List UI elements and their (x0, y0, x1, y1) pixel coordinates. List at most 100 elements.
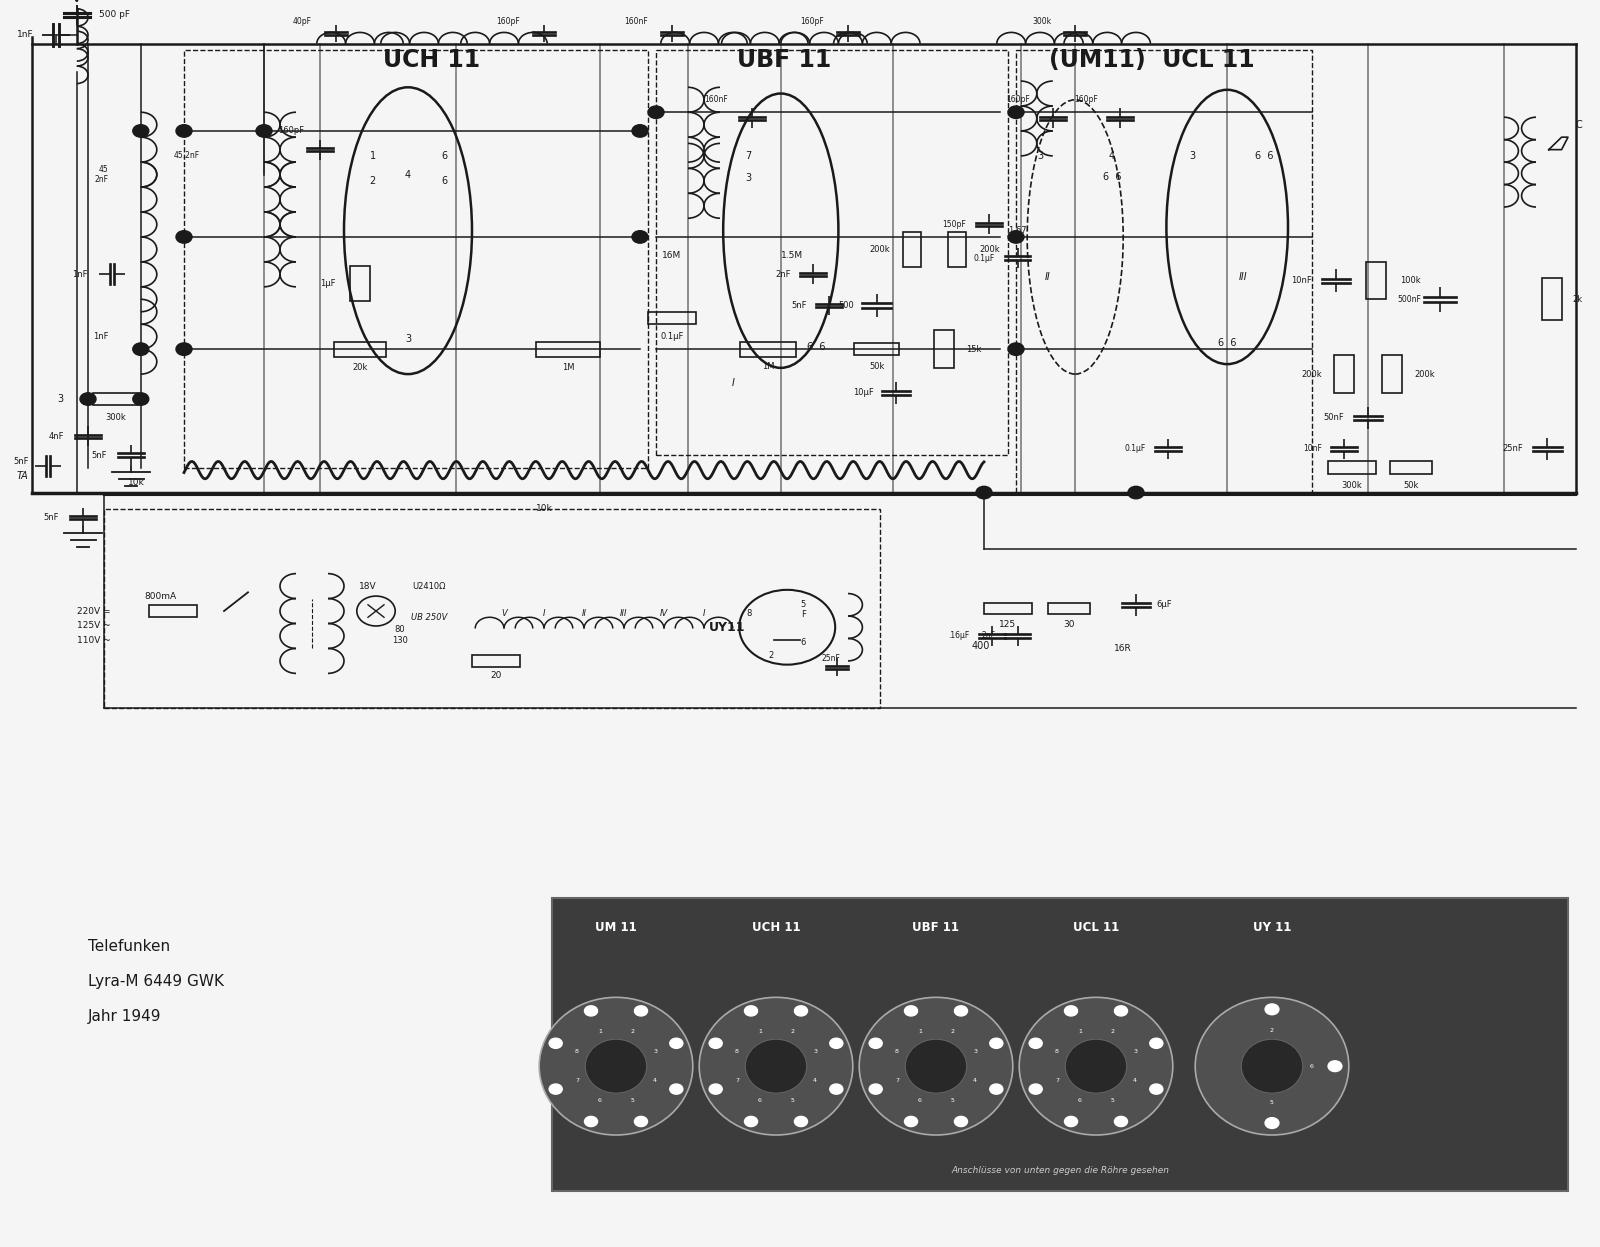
Text: 3: 3 (1037, 151, 1043, 161)
Text: F: F (800, 610, 806, 620)
Text: 1.67: 1.67 (1008, 226, 1027, 236)
Text: 200k: 200k (869, 244, 890, 254)
Text: 8: 8 (1054, 1050, 1059, 1055)
Ellipse shape (699, 998, 853, 1135)
Text: 6: 6 (442, 151, 448, 161)
Text: I: I (731, 378, 734, 388)
Circle shape (744, 1116, 757, 1126)
Text: III: III (1238, 272, 1248, 282)
Ellipse shape (859, 998, 1013, 1135)
Circle shape (635, 1116, 648, 1126)
Bar (104, 509, 880, 708)
Circle shape (904, 1006, 917, 1016)
Text: 20: 20 (490, 671, 502, 681)
Text: 8: 8 (734, 1050, 739, 1055)
Text: 4: 4 (813, 1077, 818, 1082)
Ellipse shape (906, 1039, 966, 1094)
Text: 10nF: 10nF (1302, 444, 1322, 454)
Text: 1M: 1M (562, 363, 574, 373)
Circle shape (830, 1084, 843, 1094)
Circle shape (584, 1116, 597, 1126)
Text: 4: 4 (973, 1077, 978, 1082)
Text: 3: 3 (405, 334, 411, 344)
Ellipse shape (1066, 1039, 1126, 1094)
Text: IV: IV (659, 609, 669, 619)
Text: 2: 2 (950, 1030, 954, 1035)
Circle shape (670, 1039, 683, 1049)
Text: 6µF: 6µF (1157, 600, 1173, 610)
Text: 3: 3 (1189, 151, 1195, 161)
Text: 3: 3 (746, 173, 752, 183)
Bar (350, 266, 370, 301)
Bar (1542, 278, 1562, 320)
Text: 16M: 16M (662, 251, 682, 261)
Text: UY11: UY11 (709, 621, 746, 633)
Text: 5: 5 (1110, 1097, 1114, 1102)
Circle shape (744, 1006, 757, 1016)
Text: 7: 7 (574, 1077, 579, 1082)
Text: 2: 2 (768, 651, 774, 661)
Text: 4: 4 (405, 170, 411, 180)
Text: 5nF: 5nF (91, 450, 107, 460)
Text: 125V ~: 125V ~ (77, 621, 110, 631)
Text: 0.1µF: 0.1µF (974, 253, 995, 263)
Text: 0.1µF: 0.1µF (1125, 444, 1146, 454)
Circle shape (1150, 1084, 1163, 1094)
Text: UBF 11: UBF 11 (912, 920, 960, 934)
Text: 45
2nF: 45 2nF (94, 165, 109, 185)
Text: 40pF: 40pF (293, 16, 312, 26)
Text: 100k: 100k (1400, 276, 1421, 286)
Text: 500: 500 (838, 301, 854, 311)
Text: 160pF: 160pF (496, 16, 520, 26)
Text: 10k: 10k (536, 504, 552, 514)
Ellipse shape (539, 998, 693, 1135)
Text: 1: 1 (758, 1030, 762, 1035)
Text: II: II (1045, 272, 1051, 282)
Text: 1nF: 1nF (93, 332, 109, 342)
Bar (656, 50, 1008, 455)
Circle shape (795, 1006, 808, 1016)
Text: I: I (542, 609, 546, 619)
Text: 220V =: 220V = (77, 606, 110, 616)
Text: 18V: 18V (358, 581, 378, 591)
Circle shape (1115, 1006, 1128, 1016)
Circle shape (176, 343, 192, 355)
Text: 6  6: 6 6 (806, 342, 826, 352)
Text: 8: 8 (894, 1050, 899, 1055)
Bar (739, 342, 797, 357)
Text: U2410Ω: U2410Ω (413, 581, 445, 591)
Bar (648, 312, 696, 324)
Circle shape (133, 125, 149, 137)
Text: 6  6: 6 6 (1254, 151, 1274, 161)
Circle shape (1115, 1116, 1128, 1126)
Text: 130: 130 (392, 636, 408, 646)
Circle shape (869, 1084, 882, 1094)
Circle shape (632, 231, 648, 243)
Text: 5: 5 (790, 1097, 794, 1102)
Text: 15k: 15k (966, 344, 982, 354)
Text: 3: 3 (58, 394, 64, 404)
Text: 1.5M: 1.5M (781, 251, 803, 261)
Text: 8: 8 (574, 1050, 579, 1055)
Text: 6: 6 (1310, 1064, 1314, 1069)
Bar (947, 232, 966, 267)
Text: TA: TA (18, 471, 29, 481)
Text: 45.2nF: 45.2nF (174, 151, 200, 161)
Text: 2: 2 (1110, 1030, 1114, 1035)
Bar (854, 343, 899, 355)
Circle shape (1029, 1084, 1042, 1094)
Circle shape (133, 343, 149, 355)
Text: Lyra-M 6449 GWK: Lyra-M 6449 GWK (88, 974, 224, 989)
Circle shape (1266, 1004, 1278, 1015)
Text: 3: 3 (973, 1050, 978, 1055)
Text: UY 11: UY 11 (1253, 920, 1291, 934)
Circle shape (976, 486, 992, 499)
Text: UB 250V: UB 250V (411, 612, 446, 622)
Circle shape (648, 106, 664, 118)
Circle shape (1064, 1116, 1077, 1126)
Text: 6: 6 (918, 1097, 922, 1102)
Text: III: III (621, 609, 627, 619)
Text: 50k: 50k (1403, 480, 1419, 490)
Text: 6: 6 (1078, 1097, 1082, 1102)
Text: 2: 2 (1270, 1028, 1274, 1033)
